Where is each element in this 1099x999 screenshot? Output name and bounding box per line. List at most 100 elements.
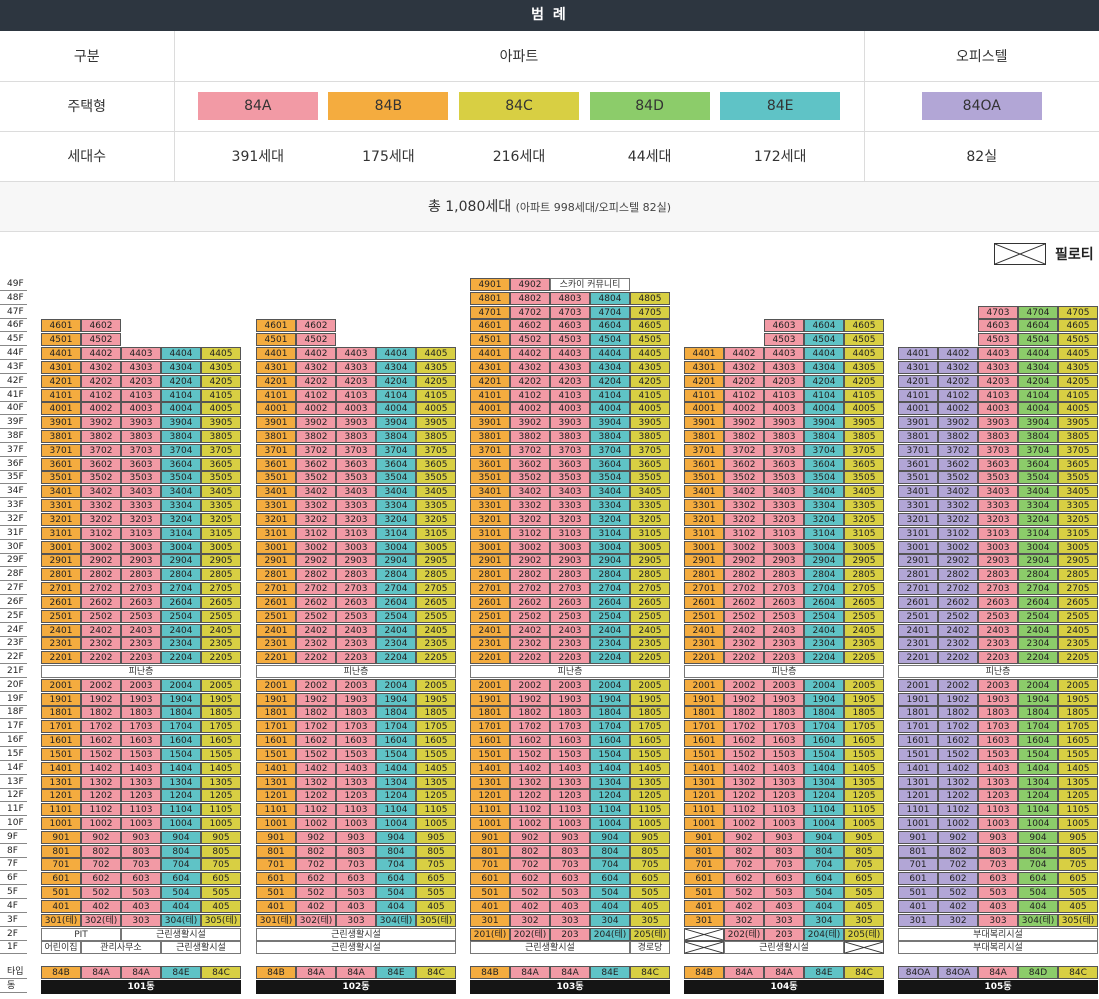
unit-cell: 2003: [121, 678, 161, 692]
floor-label: 40F: [0, 402, 27, 416]
unit-cell: 605: [630, 872, 670, 886]
unit-cell: 4505: [630, 333, 670, 347]
unit-cell: 504: [804, 886, 844, 900]
unit-cell: 3404: [1018, 485, 1058, 499]
unit-cell: 4702: [510, 305, 550, 319]
unit-cell: 3301: [470, 499, 510, 513]
floor-label: 38F: [0, 430, 27, 444]
unit-cell: 2601: [898, 595, 938, 609]
unit-cell: 3801: [256, 430, 296, 444]
unit-cell: 1205: [844, 789, 884, 803]
facility-cell: 근린생활시설: [256, 927, 456, 941]
unit-cell: 1205: [1058, 789, 1098, 803]
unit-cell: 2805: [1058, 568, 1098, 582]
unit-cell: 4305: [844, 360, 884, 374]
unit-cell: 1902: [938, 692, 978, 706]
unit-cell: 403: [550, 899, 590, 913]
floor-label: 2F: [0, 928, 27, 941]
unit-cell: 4603: [550, 319, 590, 333]
apt-counts: 391세대 175세대 216세대 44세대 172세대: [175, 146, 864, 166]
unit-cell: 2405: [1058, 623, 1098, 637]
unit-cell: 3102: [938, 526, 978, 540]
unit-cell: 4505: [844, 333, 884, 347]
unit-cell: 1002: [81, 816, 121, 830]
unit-cell: 4005: [1058, 402, 1098, 416]
unit-cell: 1104: [376, 803, 416, 817]
unit-cell: 4401: [256, 347, 296, 361]
unit-cell: 4002: [938, 402, 978, 416]
unit-cell: 304(테): [161, 913, 201, 927]
unit-cell: 1903: [978, 692, 1018, 706]
type-cell: 84OA: [938, 966, 978, 979]
unit-cell: 4103: [978, 388, 1018, 402]
unit-cell: 1101: [256, 803, 296, 817]
floor-label: 19F: [0, 693, 27, 706]
building-row-label: 동: [0, 980, 27, 993]
unit-cell: 2801: [684, 568, 724, 582]
unit-cell: 2202: [938, 651, 978, 665]
unit-cell: 1802: [724, 706, 764, 720]
unit-cell: 2805: [630, 568, 670, 582]
unit-cell: 304(테): [376, 913, 416, 927]
unit-cell: 2204: [161, 651, 201, 665]
unit-cell: 3305: [201, 499, 241, 513]
unit-cell: 3101: [898, 526, 938, 540]
unit-cell: 1604: [376, 734, 416, 748]
unit-cell: 702: [81, 858, 121, 872]
unit-cell: 1704: [1018, 720, 1058, 734]
type-cell: 84A: [296, 966, 336, 979]
unit-cell: 2002: [724, 678, 764, 692]
unit-cell: 2605: [416, 595, 456, 609]
unit-cell: 3002: [510, 540, 550, 554]
unit-cell: 3701: [684, 443, 724, 457]
type-cell: 84E: [590, 966, 630, 979]
unit-cell: 3403: [550, 485, 590, 499]
unit-cell: 503: [550, 886, 590, 900]
unit-cell: 2004: [590, 678, 630, 692]
unit-cell: 2201: [256, 651, 296, 665]
unit-cell: 4303: [978, 360, 1018, 374]
unit-cell: 4203: [764, 374, 804, 388]
unit-cell: 4305: [201, 360, 241, 374]
unit-cell: 2504: [161, 609, 201, 623]
unit-cell: 3603: [121, 457, 161, 471]
unit-cell: 4003: [336, 402, 376, 416]
type-cell: 84B: [470, 966, 510, 979]
refuge-floor: 피난층: [256, 664, 456, 678]
unit-cell: 2402: [724, 623, 764, 637]
unit-cell: 3803: [336, 430, 376, 444]
unit-cell: 3503: [336, 471, 376, 485]
unit-cell: 2705: [844, 582, 884, 596]
unit-cell: 1401: [684, 761, 724, 775]
unit-cell: 1705: [630, 720, 670, 734]
unit-cell: 3302: [724, 499, 764, 513]
unit-cell: 1203: [764, 789, 804, 803]
floor-label: 27F: [0, 582, 27, 596]
unit-cell: 1203: [978, 789, 1018, 803]
unit-cell: 2003: [764, 678, 804, 692]
unit-cell: 2401: [684, 623, 724, 637]
unit-cell: 4302: [938, 360, 978, 374]
refuge-floor: 피난층: [898, 664, 1098, 678]
unit-cell: 3402: [81, 485, 121, 499]
unit-cell: 3204: [161, 512, 201, 526]
unit-cell: 3805: [1058, 430, 1098, 444]
unit-cell: 3903: [978, 416, 1018, 430]
unit-cell: 3905: [630, 416, 670, 430]
unit-cell: 3401: [898, 485, 938, 499]
unit-cell: 402: [938, 899, 978, 913]
floor-label: 41F: [0, 389, 27, 402]
unit-cell: 905: [630, 830, 670, 844]
type-cell: 84E: [161, 966, 201, 979]
unit-cell: 1902: [724, 692, 764, 706]
unit-cell: 2304: [161, 637, 201, 651]
unit-cell: 2602: [724, 595, 764, 609]
unit-cell: 1905: [1058, 692, 1098, 706]
unit-cell: 3605: [416, 457, 456, 471]
unit-cell: 4002: [296, 402, 336, 416]
unit-cell: 2402: [510, 623, 550, 637]
floor-label: 32F: [0, 513, 27, 526]
unit-cell: 3304: [1018, 499, 1058, 513]
unit-cell: 1205: [630, 789, 670, 803]
unit-cell: 3503: [550, 471, 590, 485]
